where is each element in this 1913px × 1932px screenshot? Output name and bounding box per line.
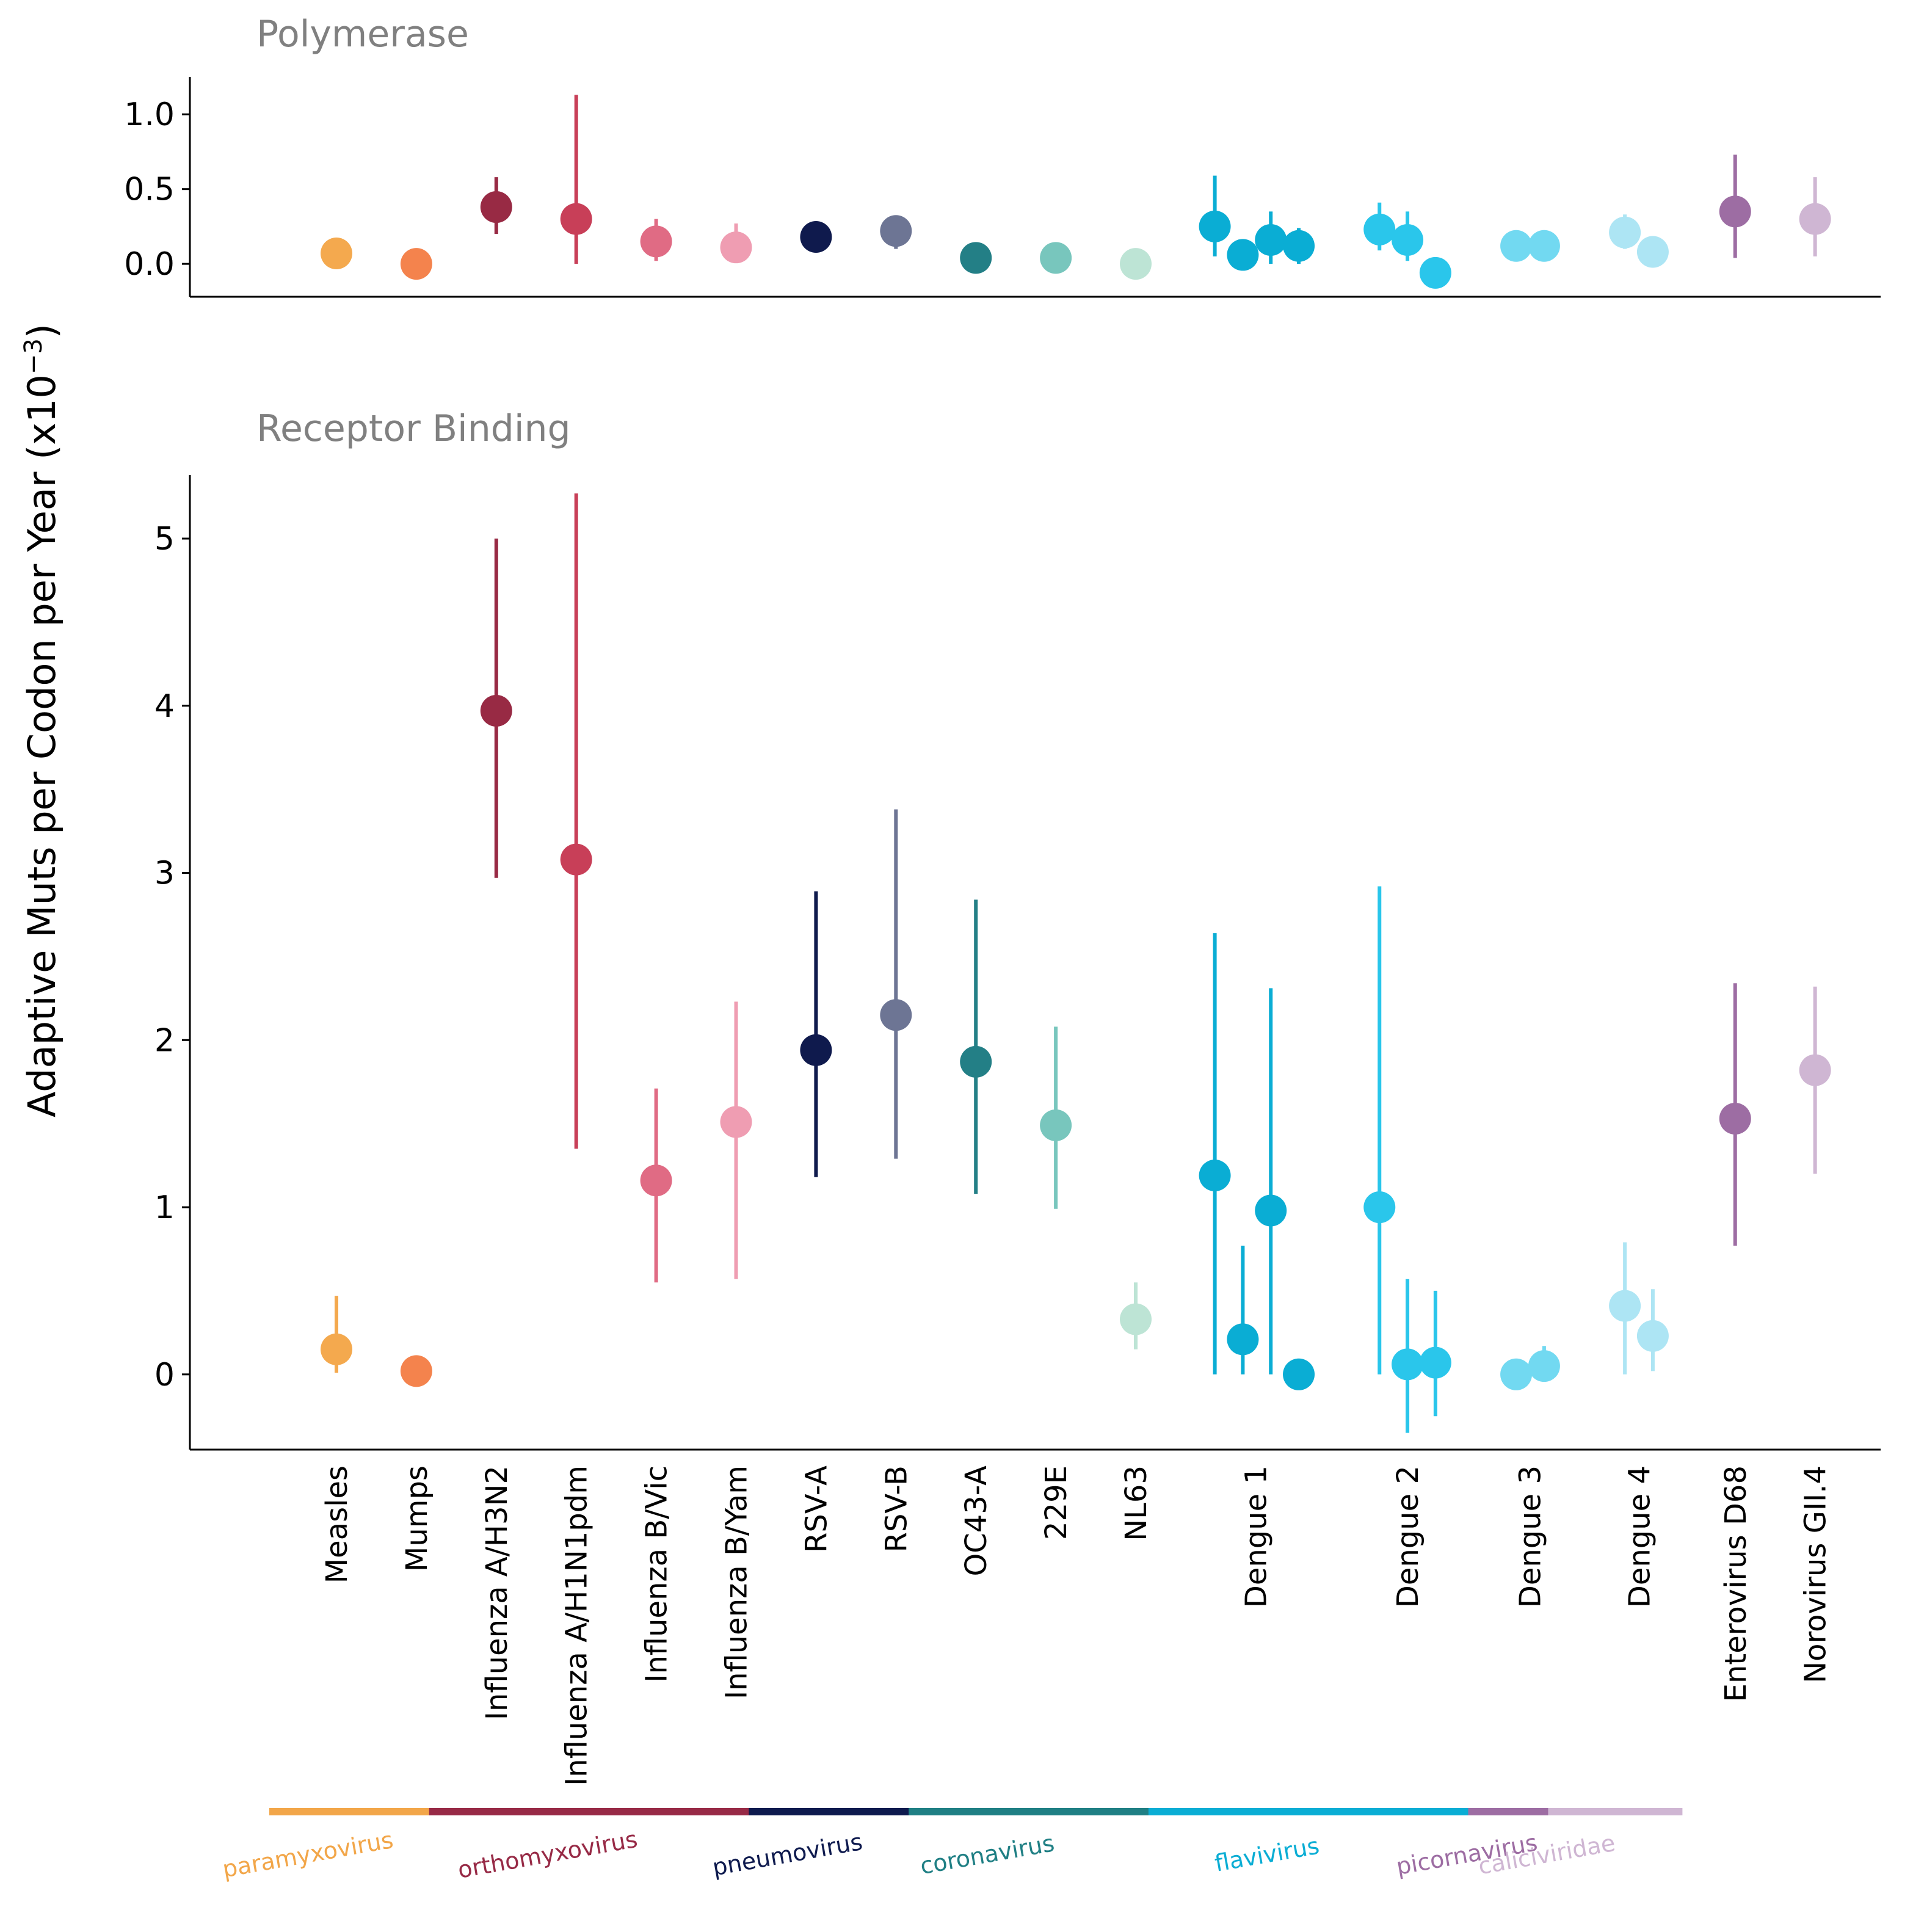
polymerase-point (400, 248, 432, 280)
receptor-binding-panel: Receptor Binding 0 1 2 3 4 5 (154, 407, 1881, 1451)
receptor-binding-y-tick-label: 3 (154, 855, 175, 892)
polymerase-point (1500, 230, 1533, 262)
receptor-binding-point (560, 843, 592, 876)
x-label-rsv-b: RSV-B (879, 1465, 913, 1552)
x-label-enterovirus-d68: Enterovirus D68 (1719, 1465, 1753, 1702)
receptor-binding-point (1040, 1109, 1072, 1141)
virus-family-legend: paramyxovirus orthomyxovirus pneumovirus co… (220, 1808, 1683, 1884)
y-axis-label: Adaptive Muts per Codon per Year (x10−3) (20, 324, 64, 1117)
receptor-binding-point (1419, 1346, 1451, 1379)
receptor-binding-error-bars (335, 493, 1817, 1433)
receptor-binding-point (400, 1355, 432, 1387)
receptor-binding-point (960, 1045, 992, 1078)
x-label-influenza-b-vic: Influenza B/Vic (640, 1465, 674, 1683)
polymerase-points (321, 191, 1831, 289)
receptor-binding-point (1500, 1358, 1533, 1390)
x-label-influenza-a-h3n2: Influenza A/H3N2 (480, 1465, 514, 1720)
coronavirus-label: coronavirus (918, 1829, 1056, 1879)
x-label-dengue-3: Dengue 3 (1513, 1465, 1547, 1608)
polymerase-point (1528, 230, 1560, 262)
receptor-binding-point (1363, 1191, 1396, 1224)
polymerase-point (1392, 223, 1424, 256)
polymerase-point (321, 237, 352, 269)
receptor-binding-point (1609, 1290, 1641, 1322)
receptor-binding-points (321, 694, 1831, 1390)
polymerase-point (1636, 236, 1669, 268)
polymerase-point (1227, 239, 1259, 271)
receptor-binding-y-tick-label: 4 (154, 688, 175, 725)
receptor-binding-panel-title: Receptor Binding (256, 407, 571, 450)
receptor-binding-point (640, 1164, 672, 1197)
receptor-binding-y-tick-label: 2 (154, 1022, 175, 1059)
receptor-binding-point (880, 999, 912, 1031)
receptor-binding-point (480, 694, 512, 727)
polymerase-point (1255, 223, 1287, 256)
polymerase-panel: Polymerase 0.0 0.5 1.0 (124, 13, 1881, 298)
polymerase-point (1609, 216, 1641, 249)
polymerase-y-tick-label: 1.0 (124, 96, 175, 133)
receptor-binding-point (321, 1333, 352, 1365)
polymerase-y-tick-label: 0.0 (124, 246, 175, 283)
receptor-binding-point (800, 1034, 832, 1066)
receptor-binding-point (1199, 1160, 1231, 1192)
receptor-binding-point (1719, 1102, 1751, 1135)
polymerase-point (640, 225, 672, 258)
polymerase-point (1040, 242, 1072, 274)
x-label-rsv-a: RSV-A (799, 1465, 833, 1553)
receptor-binding-point (1283, 1358, 1315, 1390)
flavivirus-label: flavivirus (1213, 1832, 1321, 1877)
x-label-dengue-4: Dengue 4 (1623, 1465, 1657, 1608)
x-label-229e: 229E (1039, 1465, 1073, 1540)
polymerase-point (1799, 203, 1831, 235)
polymerase-point (480, 191, 512, 223)
polymerase-point (1120, 248, 1152, 280)
receptor-binding-y-tick-label: 0 (154, 1357, 175, 1393)
x-label-mumps: Mumps (400, 1465, 434, 1572)
x-label-influenza-b-yam: Influenza B/Yam (720, 1465, 754, 1699)
polymerase-point (1419, 256, 1451, 289)
polymerase-point (1719, 195, 1751, 228)
receptor-binding-point (1227, 1323, 1259, 1356)
receptor-binding-point (720, 1106, 752, 1138)
orthomyxovirus-label: orthomyxovirus (456, 1826, 639, 1884)
receptor-binding-y-tick-label: 1 (154, 1189, 175, 1226)
pneumovirus-label: pneumovirus (710, 1828, 864, 1881)
polymerase-point (720, 231, 752, 264)
polymerase-point (800, 221, 832, 253)
polymerase-point (1199, 210, 1231, 242)
receptor-binding-point (1799, 1054, 1831, 1086)
receptor-binding-y-ticks: 0 1 2 3 4 5 (154, 521, 190, 1393)
polymerase-point (560, 203, 592, 235)
polymerase-y-tick-label: 0.5 (124, 172, 175, 208)
paramyxovirus-label: paramyxovirus (220, 1826, 395, 1883)
polymerase-point (1283, 230, 1315, 262)
polymerase-point (880, 215, 912, 247)
x-label-oc43-a: OC43-A (959, 1465, 993, 1577)
x-label-dengue-2: Dengue 2 (1391, 1465, 1425, 1608)
receptor-binding-point (1120, 1303, 1152, 1335)
x-label-nl63: NL63 (1119, 1465, 1153, 1541)
x-label-measles: Measles (320, 1465, 354, 1583)
polymerase-y-ticks: 0.0 0.5 1.0 (124, 96, 190, 283)
receptor-binding-point (1636, 1320, 1669, 1352)
receptor-binding-point (1392, 1348, 1424, 1381)
polymerase-panel-title: Polymerase (256, 13, 469, 56)
x-label-influenza-a-h1n1pdm: Influenza A/H1N1pdm (560, 1465, 594, 1786)
x-label-dengue-1: Dengue 1 (1239, 1465, 1273, 1608)
receptor-binding-y-tick-label: 5 (154, 521, 175, 557)
polymerase-point (960, 242, 992, 274)
x-category-labels: Measles Mumps Influenza A/H3N2 Influenza A/… (320, 1465, 1833, 1786)
polymerase-point (1363, 213, 1396, 245)
receptor-binding-point (1528, 1350, 1560, 1382)
x-label-norovirus-gii-4: Norovirus GII.4 (1799, 1465, 1833, 1683)
receptor-binding-point (1255, 1194, 1287, 1227)
